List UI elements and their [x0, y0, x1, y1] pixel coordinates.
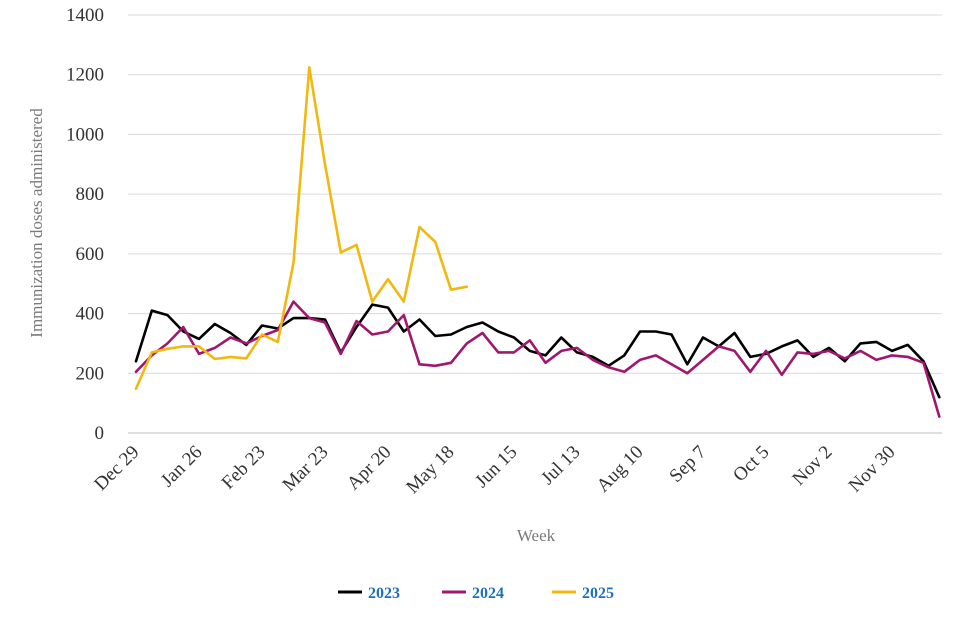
y-tick-label: 1000	[66, 124, 104, 145]
series-lines	[134, 66, 941, 418]
y-axis-title: Immunization doses administered	[27, 108, 46, 338]
legend: 2023 2024 2025	[338, 585, 614, 602]
x-tick-label: Nov 30	[845, 442, 900, 497]
x-tick-label: Jun 15	[471, 442, 521, 492]
x-tick-label: Aug 10	[593, 442, 648, 497]
x-tick-label: Jul 13	[537, 442, 584, 489]
y-tick-label: 600	[76, 244, 105, 265]
x-tick-label: Sep 7	[665, 442, 710, 487]
legend-item-2024: 2024	[442, 585, 504, 602]
legend-label: 2025	[582, 585, 614, 602]
y-tick-label: 800	[76, 184, 105, 205]
gridlines	[128, 14, 942, 374]
x-tick-label: Apr 20	[343, 442, 396, 495]
series-line-2025	[134, 66, 469, 391]
x-tick-label: Feb 23	[218, 442, 270, 494]
legend-item-2025: 2025	[552, 585, 614, 602]
legend-label: 2024	[472, 585, 504, 602]
legend-label: 2023	[368, 585, 400, 602]
y-tick-label: 1400	[66, 5, 104, 26]
x-tick-labels: Dec 29 Jan 26 Feb 23 Mar 23 Apr 20 May 18 Jun …	[90, 442, 899, 498]
x-tick-label: Dec 29	[90, 442, 143, 495]
y-tick-label: 200	[76, 363, 105, 384]
x-tick-label: Nov 2	[788, 442, 836, 490]
x-tick-label: May 18	[402, 442, 458, 498]
x-tick-label: Mar 23	[279, 442, 333, 496]
legend-item-2023: 2023	[338, 585, 400, 602]
y-tick-label: 400	[76, 304, 105, 325]
y-tick-label: 1200	[66, 65, 104, 86]
x-tick-label: Jan 26	[157, 442, 207, 492]
y-tick-labels: 0 200 400 600 800 1000 1200 1400	[66, 5, 104, 444]
y-tick-label: 0	[95, 423, 105, 444]
series-line-2024	[134, 300, 941, 418]
x-axis-title: Week	[517, 526, 556, 545]
x-tick-label: Oct 5	[729, 442, 773, 486]
